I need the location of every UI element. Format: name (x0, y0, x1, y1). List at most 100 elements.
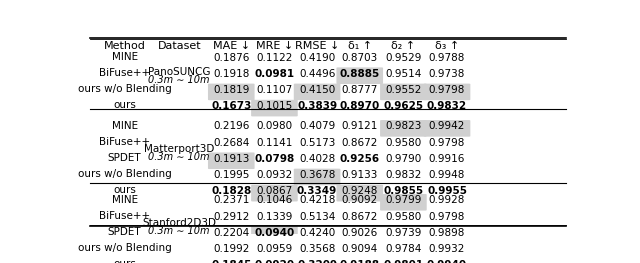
Text: ours: ours (113, 185, 136, 195)
Text: 0.8885: 0.8885 (340, 69, 380, 79)
FancyBboxPatch shape (251, 185, 298, 201)
Text: δ₂ ↑: δ₂ ↑ (391, 41, 415, 51)
Text: 0.9928: 0.9928 (429, 195, 465, 205)
Text: 0.4150: 0.4150 (299, 85, 335, 95)
Text: 0.0980: 0.0980 (257, 122, 292, 132)
Text: 0.9580: 0.9580 (385, 138, 422, 148)
Text: 0.3678: 0.3678 (299, 170, 335, 180)
Text: 0.1015: 0.1015 (256, 101, 292, 111)
Text: 0.9092: 0.9092 (342, 195, 378, 205)
Text: RMSE ↓: RMSE ↓ (295, 41, 339, 51)
Text: 0.4218: 0.4218 (299, 195, 335, 205)
Text: 0.2371: 0.2371 (213, 195, 250, 205)
Text: Stanford2D3D: Stanford2D3D (142, 218, 216, 228)
Text: 0.9529: 0.9529 (385, 53, 422, 63)
Text: 0.0940: 0.0940 (254, 228, 294, 238)
FancyBboxPatch shape (337, 242, 383, 259)
Text: 0.1995: 0.1995 (213, 170, 250, 180)
Text: 0.9798: 0.9798 (429, 212, 465, 222)
Text: 0.9248: 0.9248 (342, 186, 378, 196)
FancyBboxPatch shape (380, 120, 427, 137)
Text: 0.1141: 0.1141 (256, 138, 292, 148)
Text: 0.9094: 0.9094 (342, 244, 378, 254)
FancyBboxPatch shape (424, 242, 470, 259)
Text: 0.1673: 0.1673 (211, 101, 252, 111)
Text: 0.9948: 0.9948 (429, 170, 465, 180)
FancyBboxPatch shape (294, 169, 340, 185)
Text: 0.9580: 0.9580 (385, 212, 422, 222)
Text: MAE ↓: MAE ↓ (212, 41, 250, 51)
Text: 0.1046: 0.1046 (256, 195, 292, 205)
Text: 0.9133: 0.9133 (342, 170, 378, 180)
Text: 0.0920: 0.0920 (254, 260, 294, 263)
Text: 0.9898: 0.9898 (429, 228, 465, 238)
FancyBboxPatch shape (337, 67, 383, 84)
Text: 0.9739: 0.9739 (385, 228, 422, 238)
Text: δ₃ ↑: δ₃ ↑ (435, 41, 459, 51)
Text: 0.0959: 0.0959 (256, 244, 292, 254)
Text: MRE ↓: MRE ↓ (256, 41, 293, 51)
Text: 0.0981: 0.0981 (254, 69, 294, 79)
Text: 0.1828: 0.1828 (211, 186, 252, 196)
FancyBboxPatch shape (424, 120, 470, 137)
FancyBboxPatch shape (380, 84, 427, 100)
Text: Dataset: Dataset (157, 41, 201, 51)
Text: 0.2196: 0.2196 (213, 122, 250, 132)
Text: BiFuse++: BiFuse++ (99, 137, 150, 147)
FancyBboxPatch shape (294, 242, 340, 259)
Text: 0.3839: 0.3839 (297, 101, 337, 111)
Text: BiFuse++: BiFuse++ (99, 68, 150, 78)
Text: 0.9932: 0.9932 (429, 244, 465, 254)
Text: 0.1992: 0.1992 (213, 244, 250, 254)
Text: 0.9823: 0.9823 (385, 122, 422, 132)
Text: 0.9256: 0.9256 (340, 154, 380, 164)
Text: 0.9121: 0.9121 (342, 122, 378, 132)
Text: 0.8703: 0.8703 (342, 53, 378, 63)
Text: 0.9026: 0.9026 (342, 228, 378, 238)
Text: 0.9916: 0.9916 (429, 154, 465, 164)
Text: PanoSUNCG: PanoSUNCG (148, 68, 211, 78)
Text: 0.1819: 0.1819 (213, 85, 250, 95)
Text: 0.9514: 0.9514 (385, 69, 422, 79)
Text: 0.0798: 0.0798 (254, 154, 294, 164)
Text: 0.5173: 0.5173 (299, 138, 335, 148)
Text: 0.3m ∼ 10m: 0.3m ∼ 10m (148, 152, 210, 162)
Text: 0.9801: 0.9801 (383, 260, 424, 263)
Text: 0.4028: 0.4028 (299, 154, 335, 164)
Text: 0.1107: 0.1107 (256, 85, 292, 95)
Text: 0.1918: 0.1918 (213, 69, 250, 79)
Text: 0.8672: 0.8672 (342, 212, 378, 222)
Text: 0.9942: 0.9942 (429, 122, 465, 132)
FancyBboxPatch shape (337, 185, 383, 201)
Text: Matterport3D: Matterport3D (144, 144, 214, 154)
Text: 0.3209: 0.3209 (297, 260, 337, 263)
Text: 0.2684: 0.2684 (213, 138, 250, 148)
Text: 0.5134: 0.5134 (299, 212, 335, 222)
Text: 0.4079: 0.4079 (299, 122, 335, 132)
Text: 0.3349: 0.3349 (297, 186, 337, 196)
Text: 0.1845: 0.1845 (211, 260, 252, 263)
Text: ours w/o Blending: ours w/o Blending (78, 243, 172, 253)
Text: 0.8777: 0.8777 (342, 85, 378, 95)
Text: 0.4190: 0.4190 (299, 53, 335, 63)
Text: MINE: MINE (111, 195, 138, 205)
FancyBboxPatch shape (424, 84, 470, 100)
Text: 0.0867: 0.0867 (256, 186, 292, 196)
FancyBboxPatch shape (294, 84, 340, 100)
Text: 0.1339: 0.1339 (256, 212, 292, 222)
Text: 0.9832: 0.9832 (385, 170, 422, 180)
Text: 0.9799: 0.9799 (385, 195, 422, 205)
Text: 0.9188: 0.9188 (340, 260, 380, 263)
Text: 0.9784: 0.9784 (385, 244, 422, 254)
Text: MINE: MINE (111, 52, 138, 62)
Text: δ₁ ↑: δ₁ ↑ (348, 41, 372, 51)
Text: 0.1876: 0.1876 (213, 53, 250, 63)
Text: ours: ours (113, 259, 136, 263)
Text: 0.9552: 0.9552 (385, 85, 422, 95)
Text: 0.9738: 0.9738 (429, 69, 465, 79)
Text: ours w/o Blending: ours w/o Blending (78, 84, 172, 94)
FancyBboxPatch shape (208, 153, 255, 169)
Text: 0.1122: 0.1122 (256, 53, 292, 63)
Text: ours: ours (113, 100, 136, 110)
Text: 0.9790: 0.9790 (385, 154, 422, 164)
